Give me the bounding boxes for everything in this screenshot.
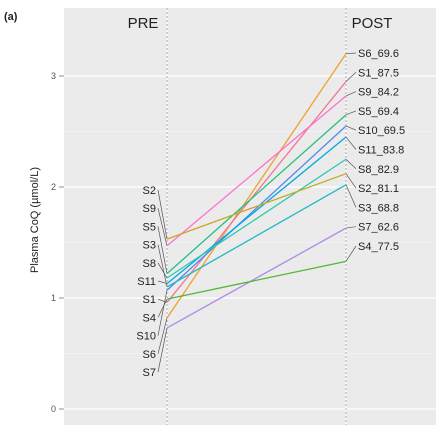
post-label: S2_81.1: [358, 183, 399, 195]
pre-label-connector: [157, 298, 168, 318]
post-label: S8_82.9: [358, 164, 399, 176]
series-line: [166, 95, 347, 247]
series-line: [166, 81, 347, 303]
y-tick-label: 3: [51, 71, 56, 81]
pre-label: S10: [136, 331, 156, 343]
pre-labels: S2 S9 S5 S3 S8 S11 S1 S4 S10 S6 S7: [136, 185, 156, 379]
series-line: [166, 114, 347, 275]
post-label-connector: [345, 184, 357, 208]
pre-label: S5: [143, 221, 156, 233]
pre-label: S3: [143, 240, 156, 252]
x-category-pre: PRE: [128, 15, 159, 32]
series-line: [166, 158, 347, 279]
pre-label: S8: [143, 258, 156, 270]
pre-label: S7: [143, 367, 156, 379]
series-line: [166, 227, 347, 329]
pre-label-connector: [157, 327, 168, 373]
pre-label: S11: [137, 276, 156, 288]
y-axis-label: Plasma CoQ (µmol/L): [29, 167, 41, 273]
post-label-connector: [345, 52, 357, 55]
post-labels: S6_69.6 S1_87.5 S9_84.2 S5_69.4 S10_69.5 S11_…: [358, 48, 405, 253]
pre-label: S1: [143, 294, 156, 306]
post-label-connector: [345, 173, 357, 189]
pre-label: S4: [143, 312, 156, 324]
panel-label: (a): [4, 11, 18, 23]
series-lines: [166, 53, 347, 329]
pre-label: S9: [143, 203, 156, 215]
post-label: S3_68.8: [358, 202, 399, 214]
post-label: S6_69.6: [358, 48, 399, 60]
post-label-connector: [345, 158, 357, 170]
pre-label-connector: [157, 226, 168, 274]
post-label: S1_87.5: [358, 67, 399, 79]
post-label: S5_69.4: [358, 106, 399, 118]
pre-label-connector: [157, 280, 168, 284]
y-axis-ticks: 0 1 2 3: [51, 71, 64, 414]
series-line: [166, 184, 347, 288]
label-connectors: [157, 52, 357, 373]
series-line: [166, 125, 347, 291]
post-label: S9_84.2: [358, 87, 399, 99]
pre-label-connector: [157, 290, 168, 336]
panel-background: [64, 8, 436, 425]
y-tick-label: 0: [51, 404, 56, 414]
post-label: S7_62.6: [358, 222, 399, 234]
series-line: [166, 173, 347, 240]
post-label: S10_69.5: [358, 125, 405, 137]
y-tick-label: 2: [51, 182, 56, 192]
post-label: S4_77.5: [358, 241, 399, 253]
series-line: [166, 136, 347, 285]
post-label-connector: [345, 245, 357, 262]
post-label: S11_83.8: [358, 145, 404, 157]
post-label-connector: [345, 91, 357, 97]
post-label-connector: [345, 72, 357, 82]
pre-label-connector: [157, 262, 168, 279]
series-line: [166, 53, 347, 319]
post-label-connector: [345, 226, 357, 229]
pre-label-connector: [157, 244, 168, 287]
series-line: [166, 260, 347, 300]
post-label-connector: [345, 125, 357, 131]
x-category-post: POST: [352, 15, 393, 32]
pre-label: S2: [143, 185, 156, 197]
pre-label: S6: [143, 349, 156, 361]
post-label-connector: [345, 136, 357, 150]
grid: [64, 8, 436, 425]
post-label-connector: [345, 110, 357, 116]
y-tick-label: 1: [51, 293, 56, 303]
pre-label-connector: [157, 189, 168, 240]
pre-label-connector: [157, 208, 168, 246]
pre-label-connector: [157, 317, 168, 354]
